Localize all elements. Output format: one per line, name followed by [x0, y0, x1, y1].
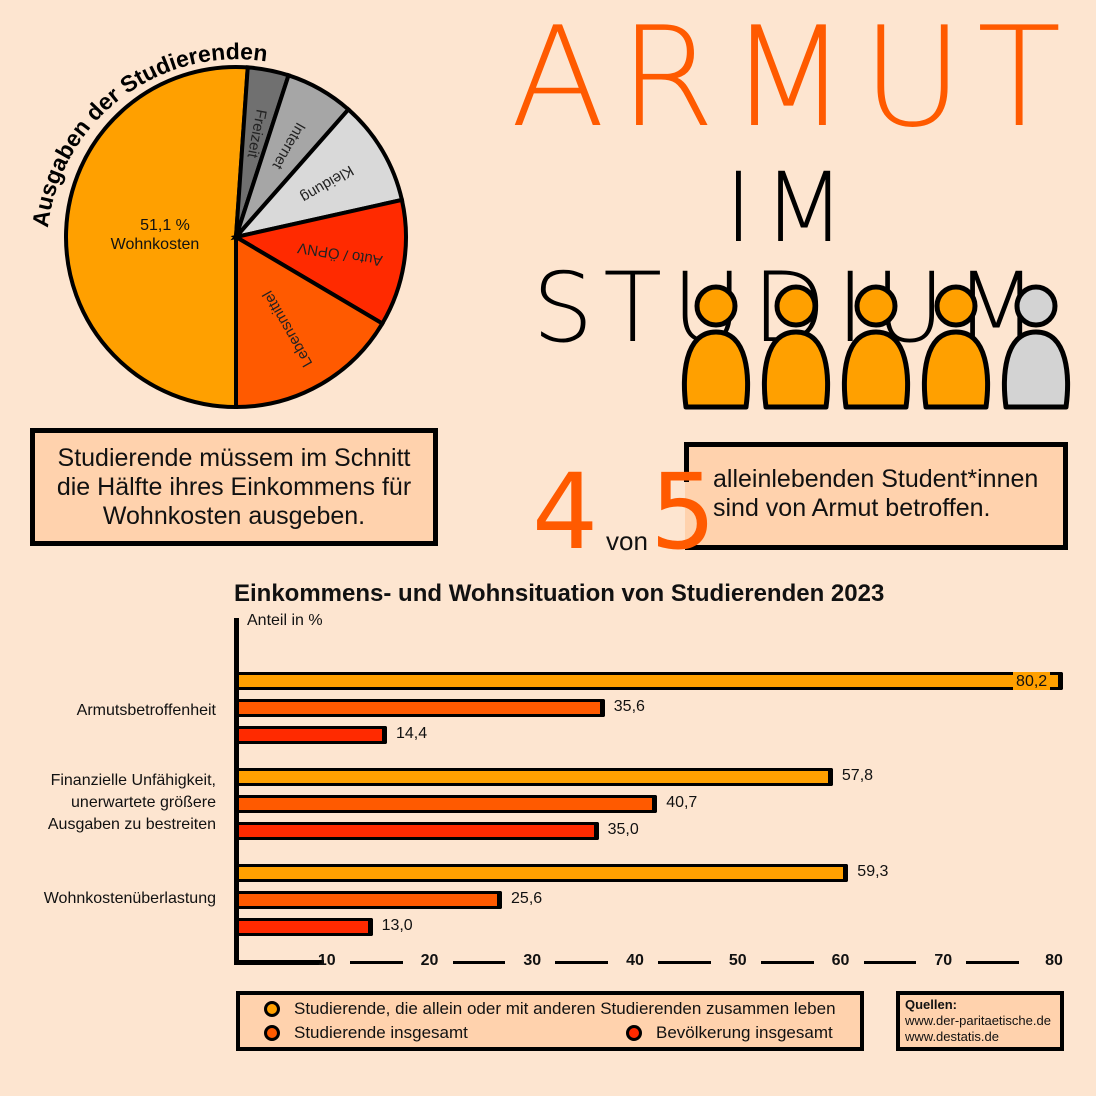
x-tick-label: 30 [523, 952, 542, 969]
x-axis-segment [658, 961, 711, 964]
legend-dot-icon [264, 1001, 280, 1017]
x-tick-label: 50 [728, 952, 747, 969]
bar-value-label: 13,0 [381, 917, 413, 934]
y-axis-line [234, 618, 239, 965]
bar [239, 891, 503, 909]
info-box: Studierende müssem im Schnitt die Hälfte… [30, 428, 438, 546]
person-icon-affected [920, 282, 992, 412]
legend-dot-icon [626, 1025, 642, 1041]
stat-number-4: 4 [532, 451, 599, 573]
bar [239, 726, 387, 744]
x-tick-label: 40 [626, 952, 644, 969]
x-tick-label: 60 [831, 952, 850, 969]
x-axis-segment [555, 961, 608, 964]
bar-value-label: 35,0 [607, 821, 639, 838]
x-axis-segment [863, 961, 917, 964]
pie-chart: Ausgaben der Studierenden 51,1 % Wohnkos… [0, 30, 420, 420]
bar-chart-title: Einkommens- und Wohnsituation von Studie… [234, 580, 885, 607]
x-tick-label: 70 [934, 952, 953, 969]
source-link[interactable]: www.destatis.de [905, 1029, 999, 1044]
person-icon-unaffected [1000, 282, 1072, 412]
people-icon-row [680, 282, 1080, 412]
legend-label: Studierende insgesamt [294, 1023, 468, 1042]
x-axis-segment [349, 961, 403, 964]
x-axis-segment [760, 961, 814, 964]
pie-center-value: 51,1 % [140, 217, 190, 234]
category-label: unerwartete größere [71, 794, 216, 811]
category-label: Wohnkostenüberlastung [43, 890, 216, 907]
person-icon-affected [680, 282, 752, 412]
bar [239, 795, 658, 813]
legend-dot-icon [264, 1025, 280, 1041]
x-tick-label: 80 [1045, 952, 1063, 969]
bar [239, 768, 833, 786]
bar [239, 864, 849, 882]
bar-value-label: 57,8 [841, 767, 874, 784]
main-title: ARMUT [510, 0, 1076, 158]
stat-von: von [606, 526, 648, 556]
x-tick-label: 10 [317, 952, 336, 969]
pie-slice-wohnkosten [64, 65, 250, 410]
chart-legend: Studierende, die allein oder mit anderen… [236, 991, 864, 1051]
person-icon-affected [760, 282, 832, 412]
bar-value-label: 59,3 [857, 863, 889, 880]
bar-value-label: 40,7 [666, 794, 698, 811]
bar-value-label: 14,4 [395, 725, 428, 742]
stat-line-2: sind von Armut betroffen. [713, 494, 991, 522]
category-label: Finanzielle Unfähigkeit, [50, 772, 216, 789]
category-label: Ausgaben zu bestreiten [47, 816, 216, 833]
x-axis-segment [452, 961, 506, 964]
category-label: Armutsbetroffenheit [76, 702, 216, 719]
x-axis-segment [966, 961, 1019, 964]
stat-line-1: alleinlebenden Student*innen [713, 465, 1039, 493]
legend-label: Studierende, die allein oder mit anderen… [294, 999, 836, 1018]
legend-item-students-total: Studierende insgesamt [264, 1023, 468, 1043]
x-axis-label: Anteil in % [247, 612, 323, 629]
pie-slices [64, 65, 408, 410]
bar-value-label: 35,6 [613, 698, 645, 715]
bar-value-label: 25,6 [511, 890, 543, 907]
stat-box: alleinlebenden Student*innen sind von Ar… [684, 442, 1068, 550]
legend-item-alone: Studierende, die allein oder mit anderen… [264, 999, 836, 1019]
source-link[interactable]: www.der-paritaetische.de [905, 1013, 1051, 1028]
sources-box: Quellen: www.der-paritaetische.de www.de… [896, 991, 1064, 1051]
stat-number-5: 5 [650, 451, 717, 573]
legend-item-population: Bevölkerung insgesamt [626, 1023, 833, 1043]
pie-slice-auto-öpnv [230, 197, 408, 327]
bar [239, 918, 373, 936]
bar [239, 822, 599, 840]
info-box-text: Studierende müssem im Schnitt die Hälfte… [56, 443, 412, 530]
x-axis-line [234, 960, 324, 965]
x-tick-label: 20 [420, 952, 439, 969]
main-subtitle: IM STUDIUM [532, 152, 1037, 358]
bar [239, 672, 1064, 690]
legend-label: Bevölkerung insgesamt [656, 1023, 833, 1042]
pie-center-label: Wohnkosten [111, 236, 200, 253]
person-icon-affected [840, 282, 912, 412]
pie-slice-kleidung [230, 106, 405, 241]
pie-chart-svg: Ausgaben der Studierenden 51,1 % Wohnkos… [27, 38, 408, 410]
bar-value-label: 80,2 [1013, 672, 1051, 690]
pie-slice-lebensmittel [234, 233, 386, 410]
bar [239, 699, 605, 717]
sources-title: Quellen: [905, 997, 958, 1012]
